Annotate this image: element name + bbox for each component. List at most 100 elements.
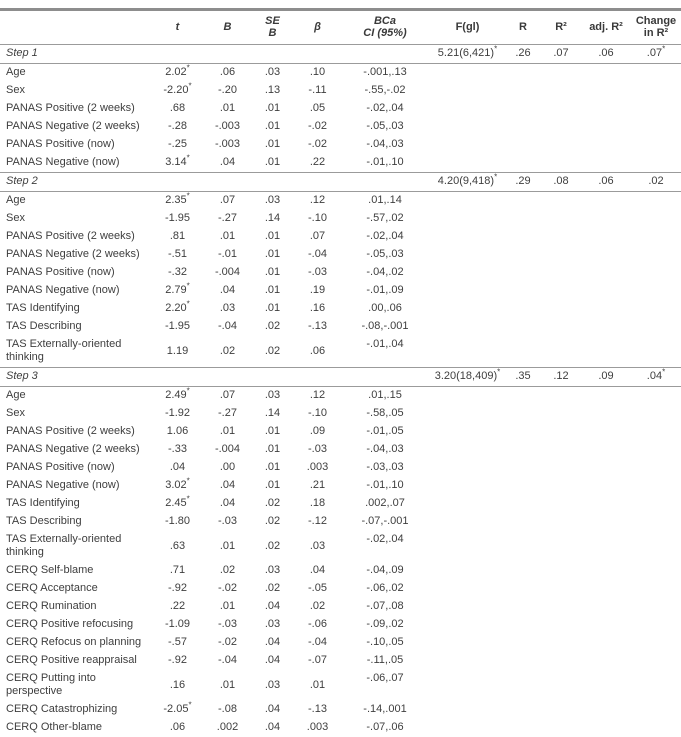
cell-SE: .02 xyxy=(264,515,281,527)
cell-empty xyxy=(340,45,430,64)
cell-t: .63 xyxy=(169,539,186,552)
significance-star: * xyxy=(494,172,498,182)
table-row: Age 2.02* .06 .03 .10 -.001,.13 xyxy=(0,64,681,83)
cell-B: -.03 xyxy=(218,515,237,527)
cell-beta: .10 xyxy=(309,66,326,78)
cell-empty xyxy=(430,598,505,616)
cell-empty xyxy=(581,405,631,423)
cell-B: .04 xyxy=(219,479,236,491)
cell-change: .07* xyxy=(646,44,666,59)
cell-t: 2.02* xyxy=(165,63,190,78)
cell-empty xyxy=(541,387,581,406)
cell-t: .22 xyxy=(169,600,186,612)
cell-empty xyxy=(150,173,205,192)
cell-t: -1.95 xyxy=(164,320,191,332)
cell-ci: -.10,.05 xyxy=(366,636,404,648)
cell-beta: -.06 xyxy=(308,618,327,630)
cell-B: .02 xyxy=(219,564,236,576)
cell-SE: .14 xyxy=(264,407,281,419)
cell-empty xyxy=(505,118,541,136)
column-header-B: B xyxy=(223,21,232,33)
column-header-change: Change in R² xyxy=(635,15,677,39)
cell-empty xyxy=(430,64,505,83)
cell-empty xyxy=(631,495,681,513)
predictor-label: CERQ Catastrophizing xyxy=(6,703,118,715)
cell-beta: .21 xyxy=(309,479,326,491)
cell-SE: .01 xyxy=(264,156,281,168)
cell-beta: .22 xyxy=(309,156,326,168)
cell-empty xyxy=(581,441,631,459)
cell-empty xyxy=(505,634,541,652)
cell-empty xyxy=(430,192,505,211)
cell-empty xyxy=(541,318,581,336)
significance-star: * xyxy=(186,494,190,504)
column-header-t: t xyxy=(175,21,180,33)
cell-empty xyxy=(631,336,681,368)
cell-empty xyxy=(581,477,631,495)
cell-empty xyxy=(631,477,681,495)
cell-empty xyxy=(631,210,681,228)
cell-empty xyxy=(541,136,581,154)
cell-empty xyxy=(430,228,505,246)
cell-empty xyxy=(581,701,631,719)
column-header-ci: BCa CI (95%) xyxy=(363,15,407,39)
cell-t: -1.95 xyxy=(164,212,191,224)
cell-empty xyxy=(430,387,505,406)
predictor-label: PANAS Negative (2 weeks) xyxy=(6,120,140,132)
cell-empty xyxy=(541,719,581,737)
cell-F: 3.20(18,409)* xyxy=(434,367,501,382)
cell-empty xyxy=(631,441,681,459)
table-row: Sex -2.20* -.20 .13 -.11 -.55,-.02 xyxy=(0,82,681,100)
cell-empty xyxy=(581,318,631,336)
cell-beta: -.05 xyxy=(308,582,327,594)
cell-B: .02 xyxy=(219,344,236,357)
table-row: PANAS Negative (now) 3.14* .04 .01 .22 -.01,.… xyxy=(0,154,681,173)
cell-empty xyxy=(505,719,541,737)
cell-empty xyxy=(541,670,581,701)
cell-empty xyxy=(631,246,681,264)
cell-t: 2.20* xyxy=(165,299,190,314)
cell-t: 2.79* xyxy=(165,281,190,296)
significance-star: * xyxy=(186,191,190,201)
predictor-label: CERQ Positive refocusing xyxy=(6,618,134,630)
cell-ci: -.04,.03 xyxy=(366,443,404,455)
cell-SE: .01 xyxy=(264,120,281,132)
cell-empty xyxy=(631,300,681,318)
predictor-label: PANAS Negative (2 weeks) xyxy=(6,248,140,260)
cell-B: .01 xyxy=(219,230,236,242)
predictor-label: PANAS Positive (2 weeks) xyxy=(6,102,135,114)
cell-ci: -.05,.03 xyxy=(366,248,404,260)
table-row: PANAS Negative (2 weeks) -.51 -.01 .01 -.04 -… xyxy=(0,246,681,264)
cell-empty xyxy=(541,652,581,670)
cell-empty xyxy=(430,562,505,580)
cell-ci: .002,.07 xyxy=(365,497,405,509)
cell-ci: -.14,.001 xyxy=(363,703,407,715)
cell-SE: .01 xyxy=(264,302,281,314)
cell-empty xyxy=(631,531,681,562)
cell-empty xyxy=(631,580,681,598)
cell-t: -.92 xyxy=(168,654,187,666)
cell-beta: -.07 xyxy=(308,654,327,666)
cell-empty xyxy=(541,459,581,477)
cell-beta: .18 xyxy=(309,497,326,509)
cell-empty xyxy=(631,405,681,423)
cell-B: -.01 xyxy=(218,248,237,260)
cell-empty xyxy=(581,634,631,652)
table-row: Sex -1.92 -.27 .14 -.10 -.58,.05 xyxy=(0,405,681,423)
cell-SE: .01 xyxy=(264,425,281,437)
cell-empty xyxy=(505,318,541,336)
cell-empty xyxy=(430,701,505,719)
cell-t: .06 xyxy=(169,721,186,733)
cell-empty xyxy=(430,616,505,634)
significance-star: * xyxy=(494,44,498,54)
cell-beta: -.11 xyxy=(308,84,327,96)
cell-empty xyxy=(430,423,505,441)
cell-empty xyxy=(430,210,505,228)
cell-B: .06 xyxy=(219,66,236,78)
column-header-R: R xyxy=(519,21,527,33)
cell-empty xyxy=(541,336,581,368)
table-row: PANAS Negative (now) 2.79* .04 .01 .19 -.01,.… xyxy=(0,282,681,300)
cell-empty xyxy=(505,670,541,701)
cell-B: -.27 xyxy=(218,407,237,419)
cell-B: -.003 xyxy=(214,120,241,132)
